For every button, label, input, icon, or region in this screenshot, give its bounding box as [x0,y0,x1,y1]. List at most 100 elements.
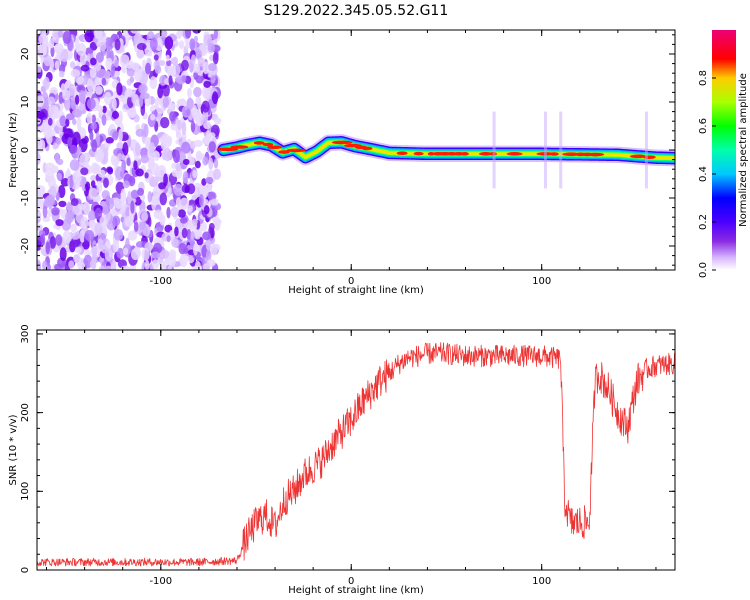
noise-blob [84,181,91,192]
colorbar-ticks: 0.0 0.2 0.4 0.6 0.8 [698,70,716,278]
ridge-peak [562,152,581,157]
noise-blob [90,57,97,66]
snr-xtick-label: 0 [348,576,354,587]
snr-ytick-label: 200 [20,403,31,422]
noise-blob [69,144,78,154]
noise-blob [174,226,179,237]
noise-blob [171,64,176,78]
noise-blob [176,98,187,106]
noise-blob [179,253,188,268]
noise-blob [93,30,103,40]
noise-blob [105,137,114,144]
noise-blob [165,54,170,62]
noise-blob [181,227,188,239]
noise-blob [60,178,70,187]
noise-blob [56,172,63,181]
vertical-streak [644,111,648,189]
noise-blob [114,59,119,68]
noise-blob [138,221,146,231]
noise-blob [152,186,160,200]
ridge-peak [478,152,493,156]
noise-blob [181,74,187,83]
noise-blob [116,142,124,150]
noise-blob [88,210,96,223]
spectrogram-ytick-label: 0 [20,147,31,153]
chart-title: S129.2022.345.05.52.G11 [264,3,449,19]
noise-blob [158,182,166,190]
noise-blob [45,168,55,182]
noise-blob [68,260,75,269]
noise-blob [65,118,70,127]
noise-blob [194,160,201,169]
noise-blob [73,254,80,263]
noise-blob [43,125,52,139]
spectrogram-xtick-label: -100 [149,276,172,287]
noise-blob [140,154,149,164]
noise-blob [86,112,93,124]
vertical-streak [543,111,547,189]
noise-blob [177,30,182,38]
noise-blob [111,215,121,227]
colorbar-label: Normalized spectral amplitude [738,73,749,227]
noise-blob [113,229,124,241]
noise-blob [134,196,142,206]
noise-blob [49,37,55,49]
noise-blob [71,108,82,118]
noise-blob [92,164,101,173]
noise-blob [208,141,217,153]
noise-blob [101,190,110,200]
snr-ytick-label: 0 [20,567,31,573]
noise-blob [117,153,123,162]
noise-blob [62,31,72,44]
noise-blob [153,54,159,61]
spectrogram-xtick-label: 100 [532,276,551,287]
noise-blob [173,183,184,196]
noise-blob [121,134,129,141]
noise-blob [91,114,96,123]
noise-blob [194,228,202,240]
noise-blob [153,209,164,220]
noise-blob [189,38,196,51]
noise-blob [69,159,80,171]
noise-blob [48,117,53,126]
noise-blob [59,115,67,127]
noise-blob [149,37,158,51]
noise-blob [149,180,159,188]
noise-blob [210,198,219,206]
noise-blob [187,87,192,99]
noise-blob [43,76,50,90]
snr-ytick-label: 100 [20,482,31,501]
noise-blob [193,35,198,43]
noise-blob [170,206,179,218]
noise-blob [49,87,58,96]
noise-blob [91,253,97,266]
noise-blob [38,33,49,45]
noise-blob [184,185,190,193]
noise-blob [178,243,187,255]
snr-xtick-label: 100 [532,576,551,587]
noise-blob [192,169,198,179]
noise-blob [160,116,170,129]
snr-ylabel: SNR (10 * v/v) [8,414,19,485]
noise-blob [53,106,60,119]
noise-blob [56,158,64,166]
noise-blob [107,110,113,117]
ridge-peak [278,150,290,154]
noise-blob [130,248,141,261]
ridge-peak [216,147,239,152]
noise-blob [45,194,56,206]
noise-blob [94,148,105,163]
noise-blob [78,203,86,211]
noise-blob [120,188,127,203]
noise-blob [190,230,195,241]
noise-blob [122,180,130,189]
noise-blob [200,221,208,232]
noise-blob [207,42,215,53]
colorbar: 0.0 0.2 0.4 0.6 0.8 Normalized spectral ampl… [698,30,749,278]
noise-blob [70,232,80,240]
noise-blob [163,147,172,162]
noise-blob [191,218,198,225]
noise-blob [133,68,142,82]
noise-blob [177,119,182,131]
